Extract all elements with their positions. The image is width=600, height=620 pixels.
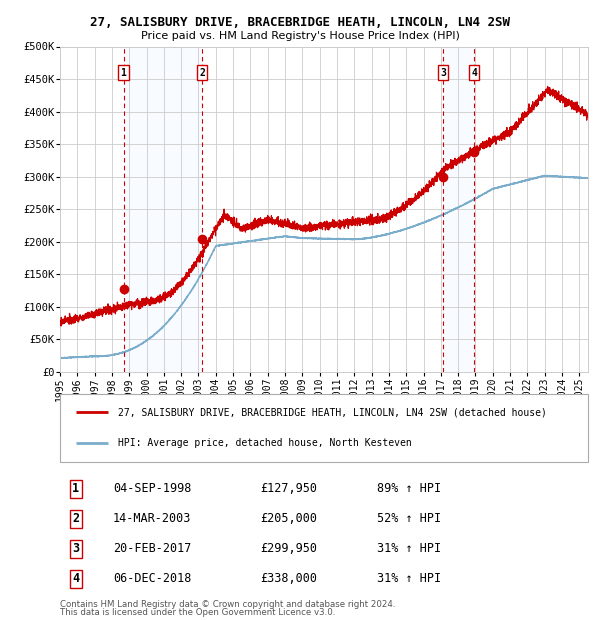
Text: HPI: Average price, detached house, North Kesteven: HPI: Average price, detached house, Nort… bbox=[118, 438, 412, 448]
Text: 27, SALISBURY DRIVE, BRACEBRIDGE HEATH, LINCOLN, LN4 2SW (detached house): 27, SALISBURY DRIVE, BRACEBRIDGE HEATH, … bbox=[118, 407, 547, 417]
Text: 31% ↑ HPI: 31% ↑ HPI bbox=[377, 572, 441, 585]
Text: This data is licensed under the Open Government Licence v3.0.: This data is licensed under the Open Gov… bbox=[60, 608, 335, 617]
Text: 89% ↑ HPI: 89% ↑ HPI bbox=[377, 482, 441, 495]
Text: 2: 2 bbox=[72, 513, 79, 525]
Text: £338,000: £338,000 bbox=[260, 572, 317, 585]
Text: 4: 4 bbox=[471, 68, 477, 78]
Text: £299,950: £299,950 bbox=[260, 542, 317, 556]
Text: £127,950: £127,950 bbox=[260, 482, 317, 495]
Text: 31% ↑ HPI: 31% ↑ HPI bbox=[377, 542, 441, 556]
Text: 1: 1 bbox=[121, 68, 127, 78]
Text: 27, SALISBURY DRIVE, BRACEBRIDGE HEATH, LINCOLN, LN4 2SW: 27, SALISBURY DRIVE, BRACEBRIDGE HEATH, … bbox=[90, 16, 510, 29]
Text: 1: 1 bbox=[72, 482, 79, 495]
Text: 4: 4 bbox=[72, 572, 79, 585]
Text: 3: 3 bbox=[72, 542, 79, 556]
Text: 06-DEC-2018: 06-DEC-2018 bbox=[113, 572, 191, 585]
Text: £205,000: £205,000 bbox=[260, 513, 317, 525]
Text: 04-SEP-1998: 04-SEP-1998 bbox=[113, 482, 191, 495]
Text: 20-FEB-2017: 20-FEB-2017 bbox=[113, 542, 191, 556]
Text: Contains HM Land Registry data © Crown copyright and database right 2024.: Contains HM Land Registry data © Crown c… bbox=[60, 600, 395, 609]
Text: Price paid vs. HM Land Registry's House Price Index (HPI): Price paid vs. HM Land Registry's House … bbox=[140, 31, 460, 41]
Bar bbox=[443, 46, 474, 372]
Text: 52% ↑ HPI: 52% ↑ HPI bbox=[377, 513, 441, 525]
Text: 3: 3 bbox=[440, 68, 446, 78]
Text: 14-MAR-2003: 14-MAR-2003 bbox=[113, 513, 191, 525]
Text: 2: 2 bbox=[199, 68, 205, 78]
Bar bbox=[124, 46, 202, 372]
FancyBboxPatch shape bbox=[60, 394, 588, 462]
